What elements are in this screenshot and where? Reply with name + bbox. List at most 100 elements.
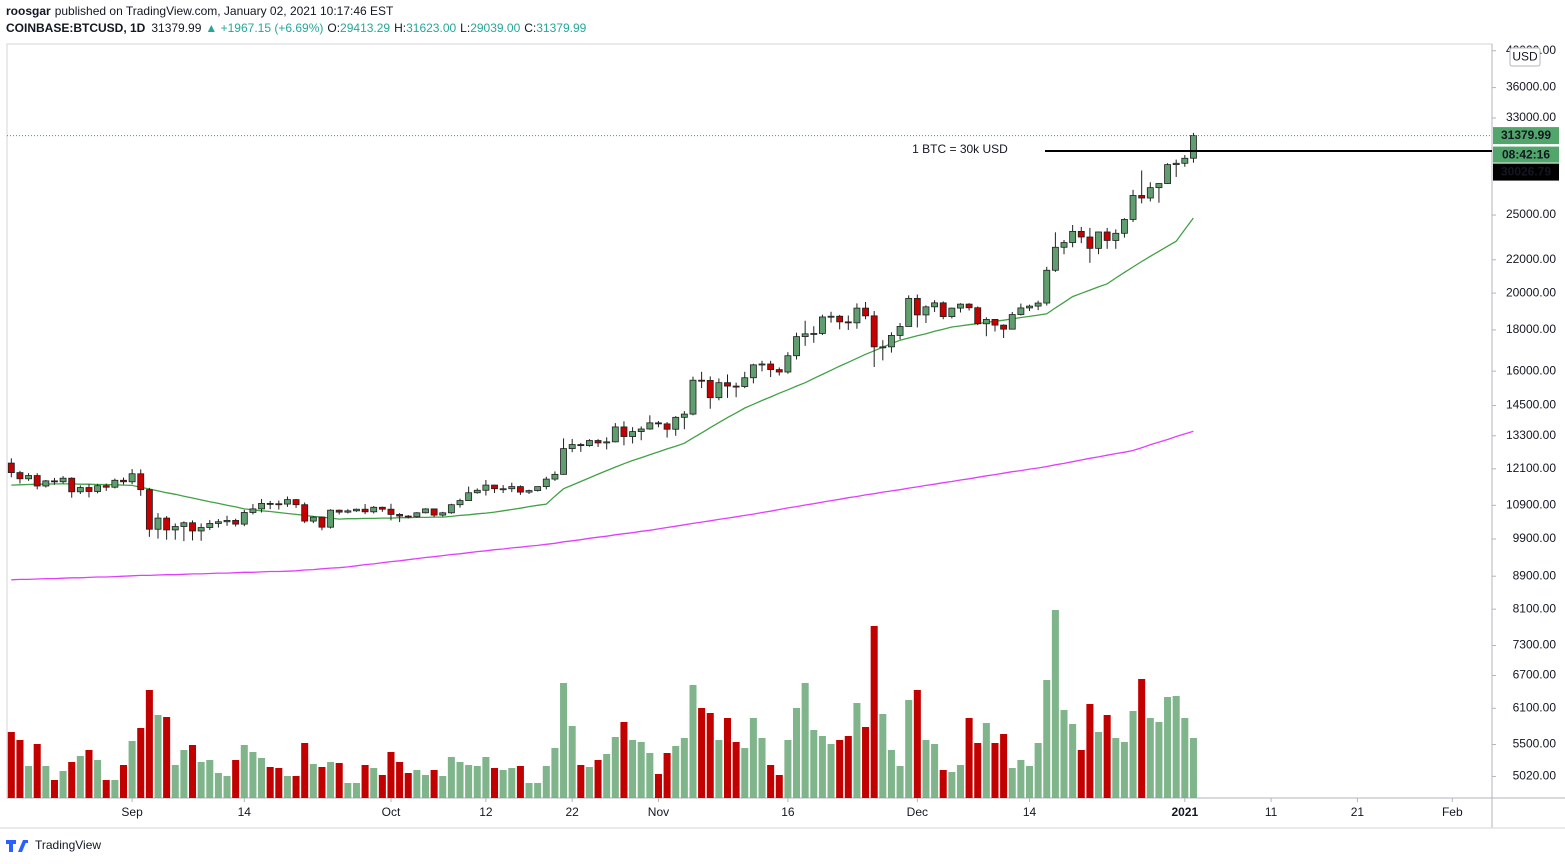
volume-bar bbox=[887, 750, 895, 798]
volume-bar bbox=[16, 740, 24, 798]
volume-bar bbox=[206, 760, 214, 798]
candle-body bbox=[430, 508, 438, 516]
y-tick-label: 22000.00 bbox=[1506, 252, 1556, 266]
candle-body bbox=[189, 522, 196, 532]
volume-bar bbox=[1103, 715, 1111, 798]
volume-bar bbox=[956, 765, 964, 798]
candle-body bbox=[939, 302, 947, 317]
volume-bar bbox=[715, 740, 723, 798]
currency-box bbox=[1509, 47, 1541, 67]
volume-bar bbox=[827, 744, 835, 798]
x-tick-label: Nov bbox=[648, 805, 669, 819]
y-tick-label: 20000.00 bbox=[1506, 285, 1556, 299]
candle-body bbox=[206, 523, 214, 528]
x-tick-label: Dec bbox=[907, 805, 928, 819]
volume-bar bbox=[387, 752, 395, 798]
candle-body bbox=[586, 440, 593, 447]
candle-body bbox=[974, 307, 982, 325]
volume-bar bbox=[965, 718, 973, 798]
candle-body bbox=[922, 306, 930, 316]
candle-body bbox=[534, 486, 542, 491]
volume-bar bbox=[1060, 710, 1068, 798]
y-tick-label: 6100.00 bbox=[1513, 700, 1557, 714]
volume-bar bbox=[76, 756, 84, 798]
candle-body bbox=[724, 382, 731, 387]
volume-bar bbox=[732, 742, 740, 798]
candle-body bbox=[568, 444, 576, 450]
y-tick-label: 14500.00 bbox=[1506, 398, 1556, 412]
candle-body bbox=[551, 473, 559, 480]
volume-bar bbox=[1181, 718, 1189, 798]
candle-body bbox=[879, 346, 887, 349]
candle-body bbox=[905, 297, 913, 327]
candle-body bbox=[888, 335, 895, 348]
y-tick-label: 16000.00 bbox=[1506, 363, 1556, 377]
volume-bar bbox=[1043, 680, 1051, 798]
x-tick-label: Feb bbox=[1442, 805, 1463, 819]
volume-bar bbox=[327, 762, 335, 798]
volume-bar bbox=[1017, 760, 1025, 798]
last: 31379.99 bbox=[151, 21, 201, 35]
volume-bar bbox=[1000, 734, 1008, 798]
volume-bar bbox=[1138, 679, 1146, 798]
volume-bar bbox=[128, 741, 136, 798]
volume-bar bbox=[844, 736, 852, 798]
candle-body bbox=[818, 316, 826, 334]
candle-body bbox=[1164, 164, 1171, 184]
volume-bar bbox=[249, 752, 257, 798]
last-price-label: 31379.99 bbox=[1501, 128, 1551, 142]
candle-body bbox=[629, 431, 637, 437]
candle-body bbox=[301, 504, 309, 522]
volume-bar bbox=[560, 683, 568, 798]
volume-bar bbox=[982, 723, 990, 798]
candle-body bbox=[1026, 305, 1033, 309]
volume-bar bbox=[335, 763, 343, 798]
candle-body bbox=[1034, 302, 1042, 307]
candle-body bbox=[137, 473, 145, 491]
volume-bar bbox=[50, 780, 58, 798]
ohlc-label: H: bbox=[394, 21, 406, 35]
volume-bar bbox=[525, 783, 533, 798]
volume-bar bbox=[1034, 743, 1042, 798]
candle-body bbox=[171, 526, 179, 531]
x-tick-label: 11 bbox=[1265, 805, 1278, 819]
y-tick-label: 6700.00 bbox=[1513, 668, 1557, 682]
volume-bar bbox=[137, 728, 145, 798]
volume-bar bbox=[275, 768, 283, 798]
volume-bar bbox=[620, 722, 628, 798]
candle-body bbox=[775, 369, 783, 373]
volume-bar bbox=[836, 740, 844, 798]
candle-body bbox=[715, 382, 723, 399]
volume-bar bbox=[706, 713, 714, 798]
volume-bar bbox=[1189, 738, 1197, 798]
candle-body bbox=[76, 487, 84, 493]
candle-body bbox=[214, 521, 222, 524]
candle-body bbox=[128, 473, 136, 483]
volume-bar bbox=[654, 774, 662, 798]
candle-body bbox=[396, 514, 404, 517]
volume-bar bbox=[361, 765, 369, 798]
volume-bar bbox=[309, 764, 317, 798]
candle-body bbox=[1095, 231, 1102, 249]
candle-body bbox=[68, 477, 76, 493]
volume-bar bbox=[94, 760, 102, 798]
candle-body bbox=[1190, 135, 1197, 159]
volume-bar bbox=[1077, 750, 1085, 798]
volume-bar bbox=[214, 773, 222, 798]
candle-body bbox=[145, 489, 153, 530]
x-tick-label: 14 bbox=[238, 805, 252, 819]
candle-body bbox=[870, 315, 878, 348]
candle-body bbox=[1043, 269, 1051, 304]
candle-body bbox=[344, 510, 352, 513]
volume-bar bbox=[801, 683, 809, 798]
volume-bar bbox=[508, 768, 516, 798]
volume-bar bbox=[59, 771, 67, 798]
volume-bar bbox=[974, 743, 982, 798]
candle-body bbox=[525, 490, 533, 493]
countdown-label: 08:42:16 bbox=[1502, 147, 1550, 161]
candle-body bbox=[844, 321, 852, 324]
candle-body bbox=[1172, 162, 1180, 166]
candle-body bbox=[982, 319, 990, 325]
